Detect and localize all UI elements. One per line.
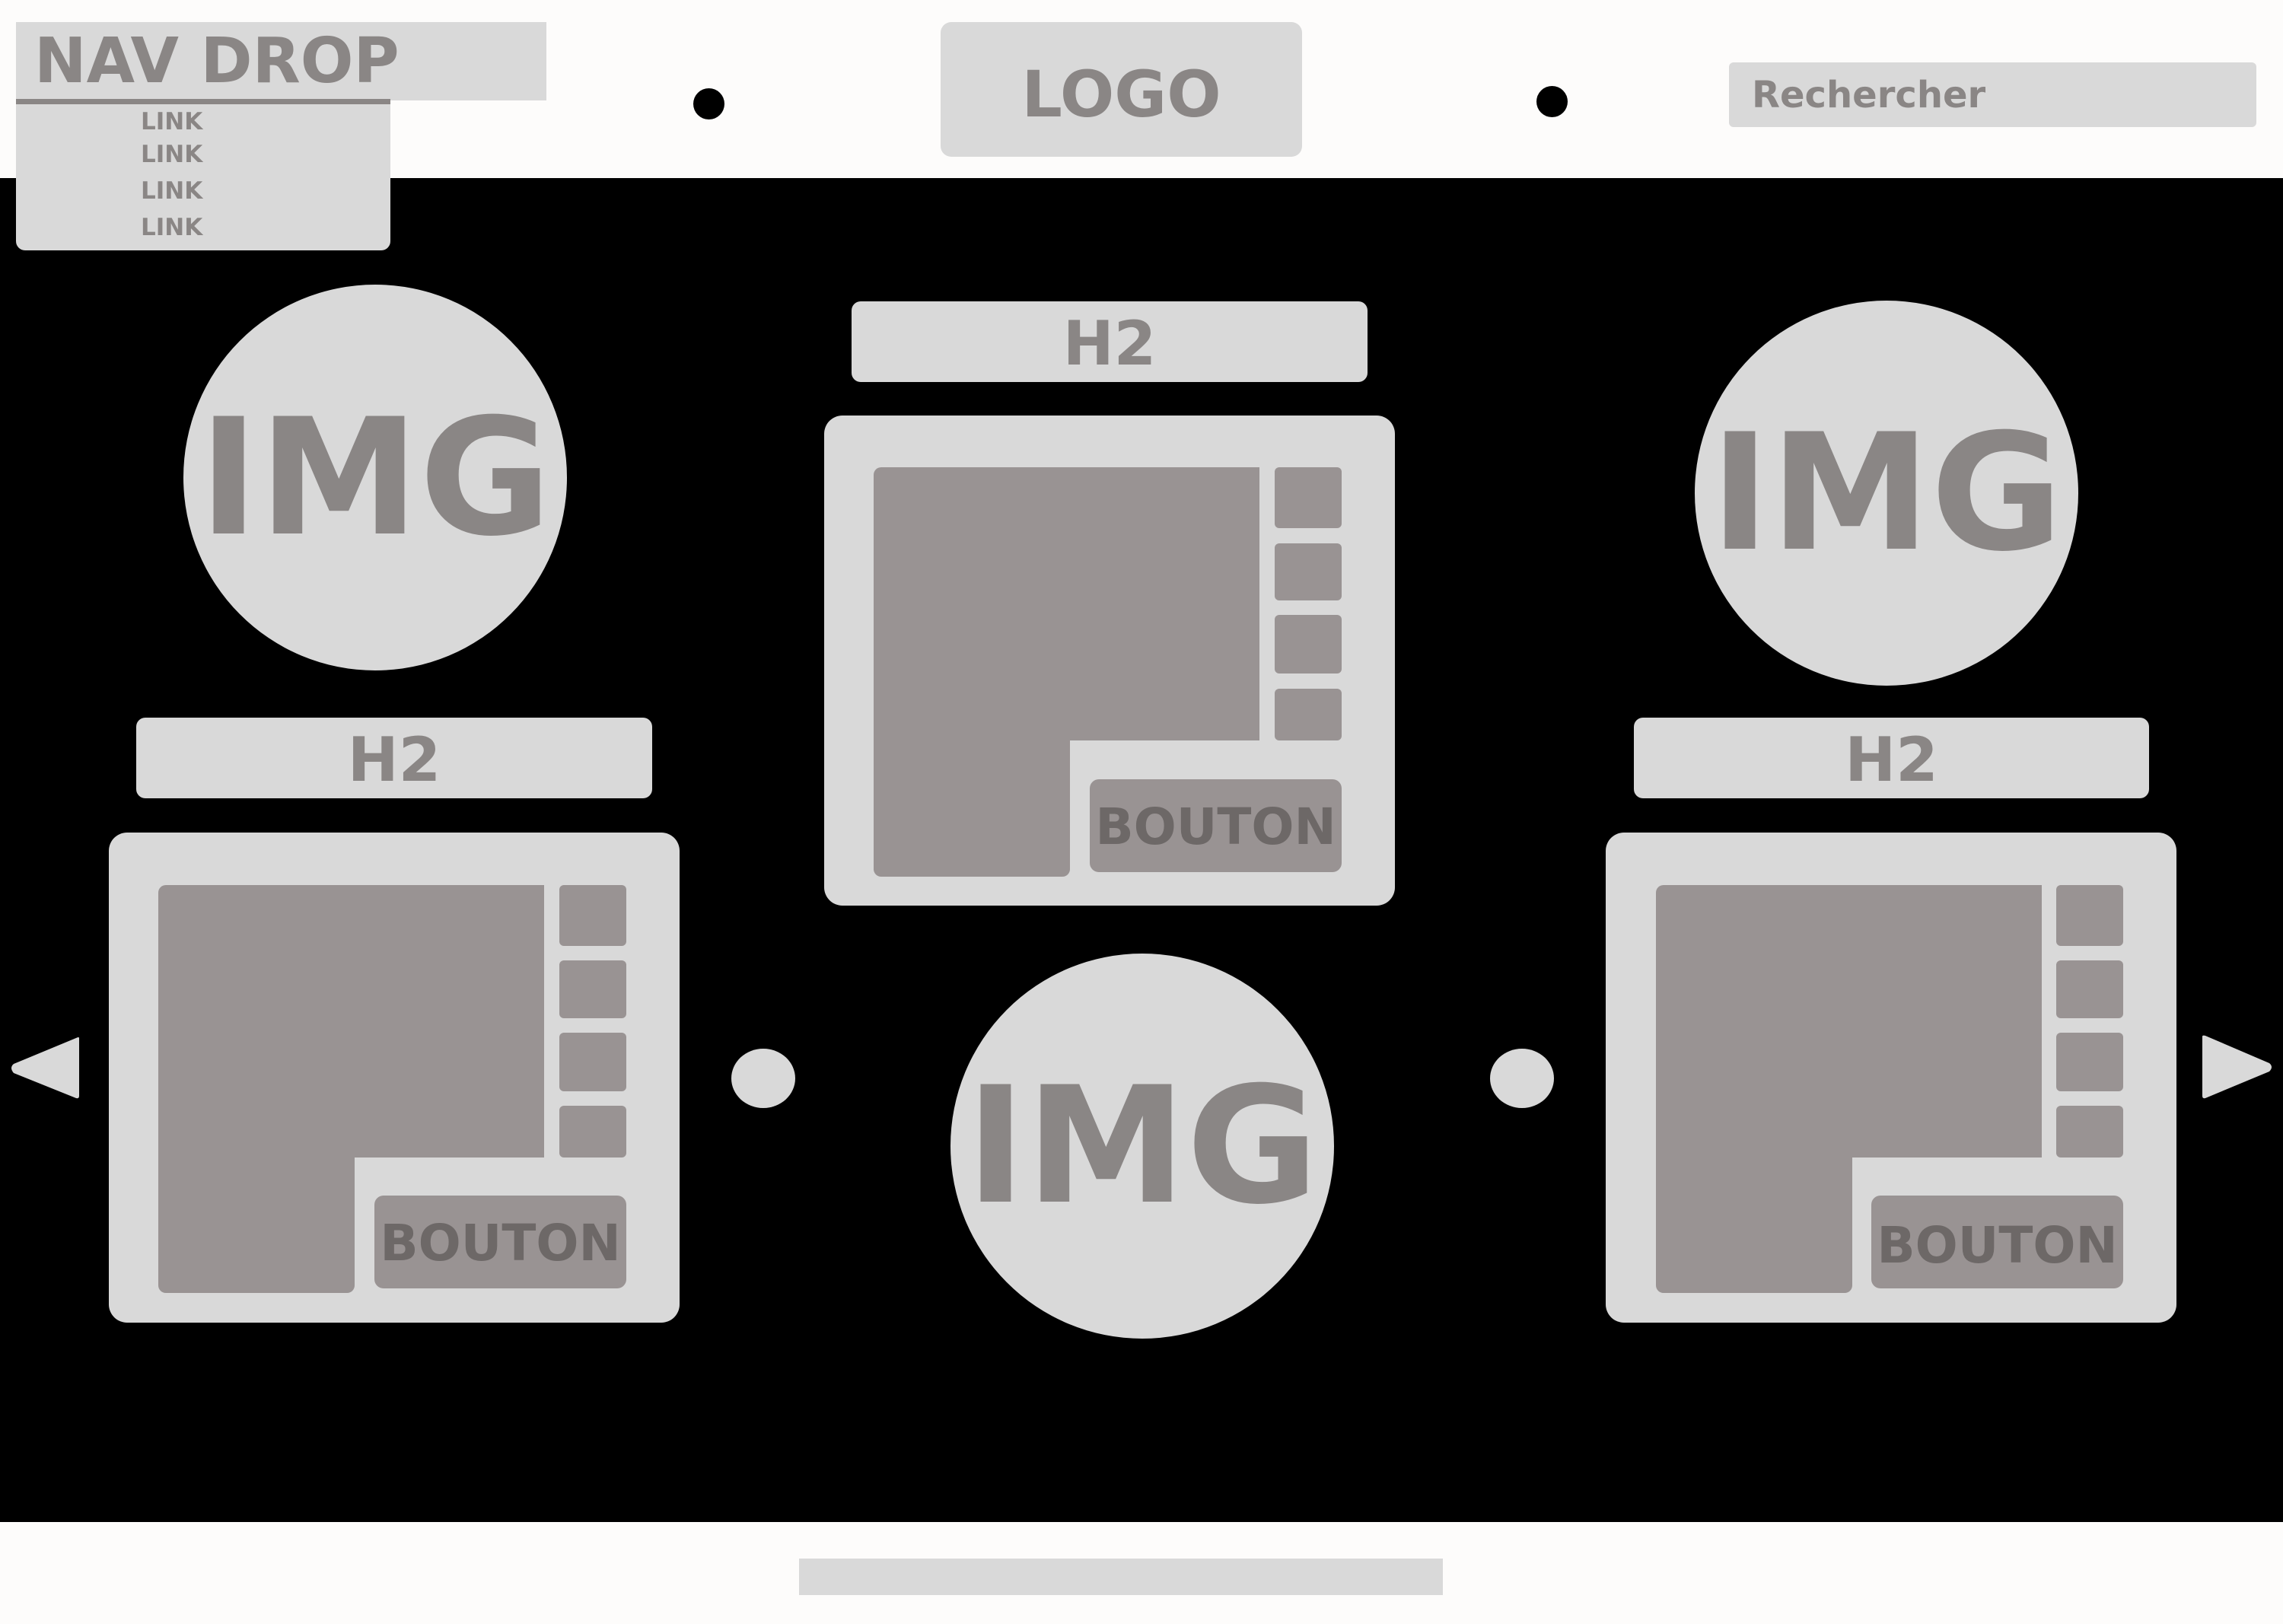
card-image-placeholder: IMG — [950, 954, 1334, 1339]
carousel-dot-icon[interactable] — [1490, 1049, 1554, 1108]
triangle-right-icon[interactable] — [2199, 1033, 2275, 1100]
card-heading: H2 — [136, 718, 652, 798]
card-image-placeholder: IMG — [183, 285, 567, 670]
card-heading: H2 — [1634, 718, 2149, 798]
card-button[interactable]: BOUTON — [1090, 779, 1342, 872]
nav-divider — [16, 99, 390, 104]
card-thumb[interactable] — [559, 885, 626, 946]
logo[interactable]: LOGO — [941, 22, 1302, 157]
card-media — [874, 467, 1259, 740]
card-button[interactable]: BOUTON — [1871, 1196, 2123, 1288]
card-thumb[interactable] — [1275, 689, 1342, 740]
card-media — [1656, 885, 2042, 1157]
header-dot-icon — [1536, 86, 1568, 117]
card-thumb[interactable] — [1275, 467, 1342, 528]
search-input[interactable] — [1729, 62, 2256, 127]
card-thumb[interactable] — [2056, 960, 2123, 1018]
card-media — [158, 1154, 355, 1293]
nav-link[interactable]: LINK — [141, 108, 203, 135]
nav-dropdown-menu — [16, 104, 390, 250]
nav-link[interactable]: LINK — [141, 214, 203, 241]
header-dot-icon — [693, 88, 724, 119]
card-media — [158, 885, 544, 1157]
card-thumb[interactable] — [559, 1033, 626, 1091]
nav-drop-button[interactable]: NAV DROP — [16, 22, 546, 100]
nav-link[interactable]: LINK — [141, 141, 203, 168]
nav-link[interactable]: LINK — [141, 177, 203, 205]
carousel-dot-icon[interactable] — [731, 1049, 795, 1108]
card-thumb[interactable] — [559, 1106, 626, 1157]
card-media — [874, 737, 1070, 877]
card-thumb[interactable] — [2056, 1106, 2123, 1157]
card-thumb[interactable] — [2056, 1033, 2123, 1091]
card-thumb[interactable] — [559, 960, 626, 1018]
card-image-placeholder: IMG — [1695, 301, 2078, 686]
card-heading: H2 — [852, 301, 1368, 382]
footer-bar — [799, 1559, 1443, 1595]
card-thumb[interactable] — [1275, 543, 1342, 600]
triangle-left-icon[interactable] — [8, 1035, 84, 1100]
card-button[interactable]: BOUTON — [374, 1196, 626, 1288]
card-media — [1656, 1154, 1852, 1293]
card-thumb[interactable] — [1275, 615, 1342, 673]
card-thumb[interactable] — [2056, 885, 2123, 946]
